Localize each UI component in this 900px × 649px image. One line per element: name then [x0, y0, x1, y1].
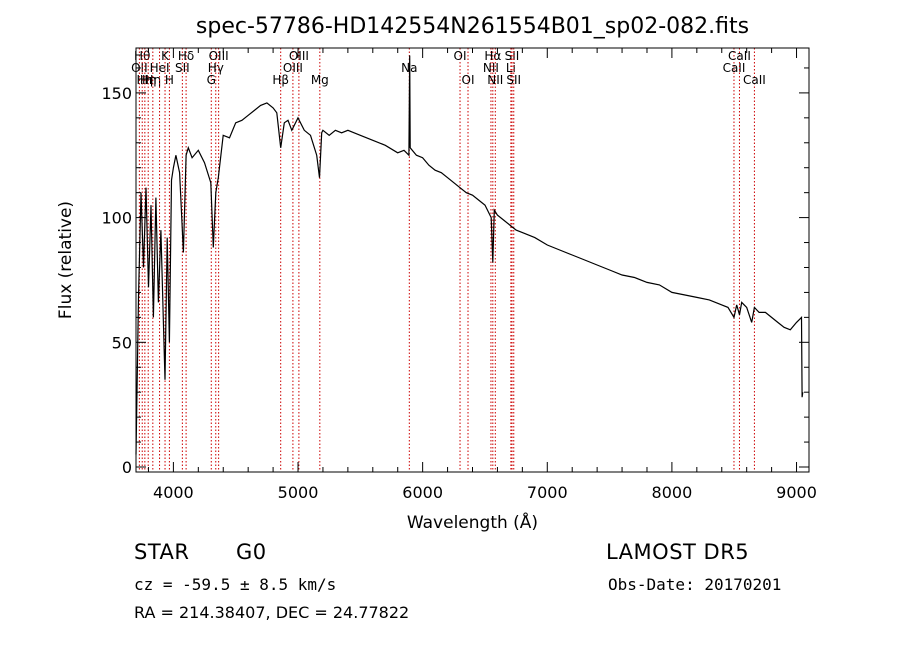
feature-label-27: CaII [728, 49, 751, 63]
feature-label-16: Mg [311, 73, 329, 87]
feature-label-22: NII [487, 73, 503, 87]
feature-label-7: H [165, 73, 174, 87]
feature-label-4: Hη [145, 73, 162, 87]
feature-label-6: K [161, 49, 170, 63]
feature-label-10: G [207, 73, 216, 87]
x-axis-title: Wavelength (Å) [407, 511, 538, 533]
feature-label-18: OI [454, 49, 467, 63]
feature-label-20: NII [483, 61, 499, 75]
feature-label-5: HeI [150, 61, 170, 75]
feature-label-8: SII [175, 61, 190, 75]
feature-label-23: Li [506, 61, 516, 75]
obs-date: Obs-Date: 20170201 [608, 575, 782, 594]
spectrum-line [135, 55, 804, 455]
x-tick-label-1: 5000 [278, 483, 319, 502]
coordinates: RA = 214.38407, DEC = 24.77822 [134, 603, 410, 622]
x-tick-label-5: 9000 [776, 483, 817, 502]
feature-label-15: OIII [289, 49, 309, 63]
feature-label-12: OIII [209, 49, 229, 63]
feature-label-21: Hα [484, 49, 501, 63]
object-subclass: G0 [236, 540, 267, 564]
chart-title: spec-57786-HD142554N261554B01_sp02-082.f… [196, 14, 749, 39]
y-tick-label-1: 50 [112, 333, 132, 352]
feature-label-9: Hδ [178, 49, 194, 63]
feature-label-28: CaII [743, 73, 766, 87]
feature-label-11: Hγ [208, 61, 224, 75]
redshift-readout: cz = -59.5 ± 8.5 km/s [134, 575, 337, 594]
y-tick-label-2: 100 [101, 209, 132, 228]
feature-label-14: OIII [283, 61, 303, 75]
survey-name: LAMOST DR5 [606, 540, 750, 564]
plot-frame [135, 47, 810, 473]
feature-label-13: Hβ [272, 73, 289, 87]
x-tick-label-3: 7000 [527, 483, 568, 502]
feature-label-25: SII [506, 73, 521, 87]
x-tick-label-2: 6000 [402, 483, 443, 502]
x-tick-label-4: 8000 [652, 483, 693, 502]
y-axis-title: Flux (relative) [56, 201, 76, 319]
feature-label-24: SII [505, 49, 520, 63]
feature-label-26: CaII [723, 61, 746, 75]
x-tick-label-0: 4000 [153, 483, 194, 502]
y-tick-label-0: 0 [122, 458, 132, 477]
feature-label-19: OI [462, 73, 475, 87]
y-tick-label-3: 150 [101, 84, 132, 103]
feature-label-1: Hθ [134, 49, 150, 63]
feature-label-2: Hη [137, 73, 154, 87]
object-class: STAR [134, 540, 190, 564]
